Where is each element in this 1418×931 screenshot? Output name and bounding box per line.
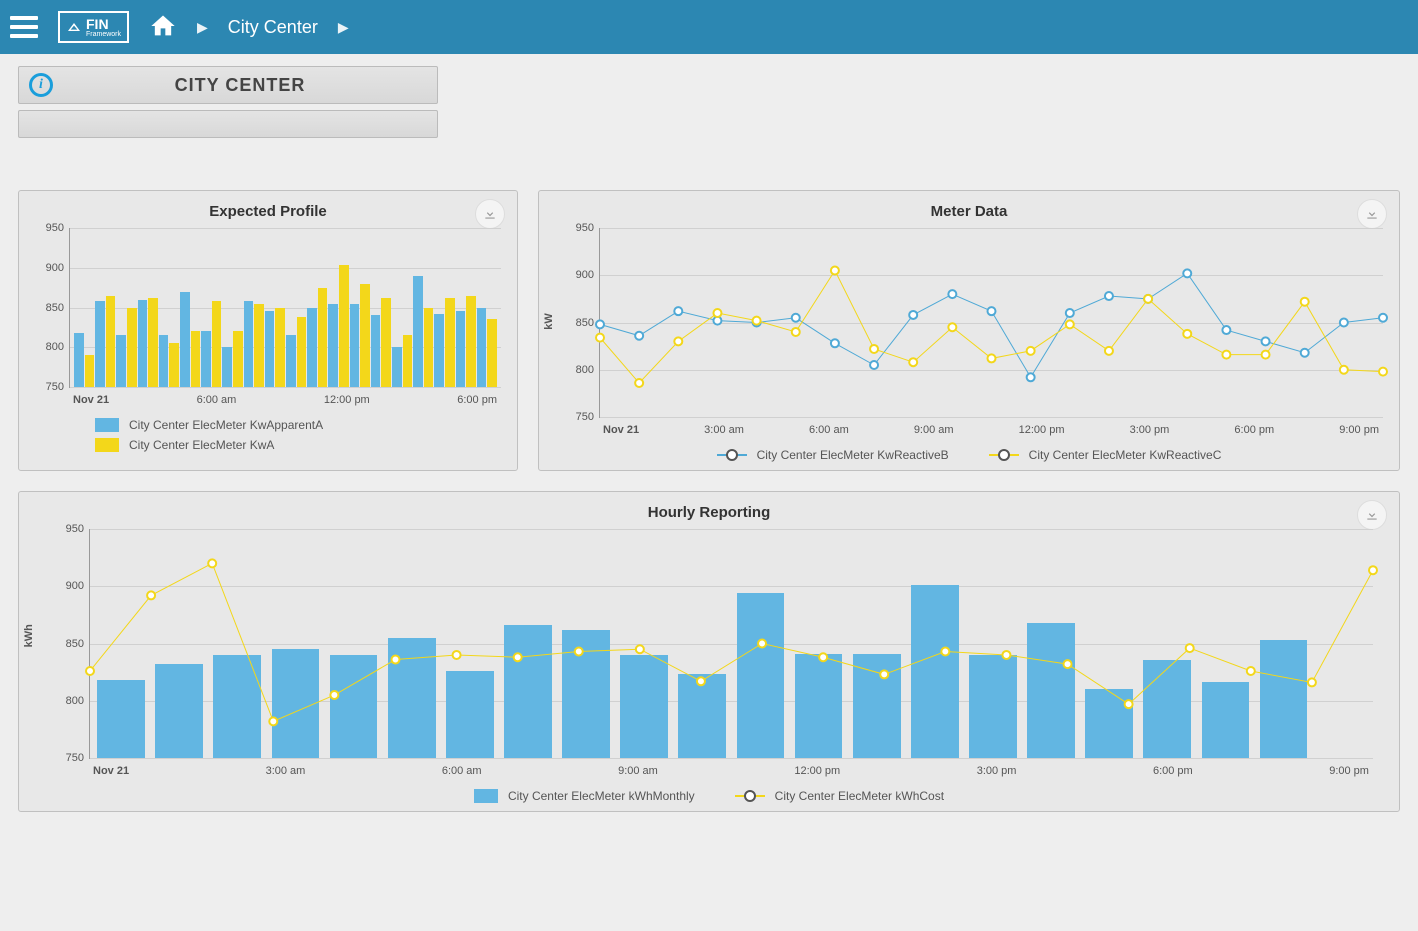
bar xyxy=(138,300,148,387)
bar xyxy=(148,298,158,387)
chart-plot: 750800850900950 xyxy=(89,529,1373,759)
bar xyxy=(445,298,455,387)
y-axis-label: kW xyxy=(543,313,555,330)
chart-title: Meter Data xyxy=(555,203,1383,220)
bar xyxy=(222,347,232,387)
download-icon[interactable] xyxy=(475,199,505,229)
chart-title: Expected Profile xyxy=(35,203,501,220)
bar xyxy=(106,296,116,387)
page-title: CITY CENTER xyxy=(53,75,427,96)
page-header: i CITY CENTER xyxy=(18,66,438,104)
bar xyxy=(233,331,243,387)
bar xyxy=(180,292,190,387)
bar xyxy=(328,304,338,387)
bar xyxy=(159,335,169,387)
legend-item[interactable]: .slf3d71a::after{border-color:#f3d71a}Ci… xyxy=(989,448,1222,462)
bar xyxy=(413,276,423,387)
legend-item[interactable]: City Center ElecMeter KwApparentA xyxy=(95,418,501,432)
panel-hourly-reporting: Hourly Reporting kWh 750800850900950 Nov… xyxy=(18,491,1400,812)
download-icon[interactable] xyxy=(1357,500,1387,530)
bar xyxy=(265,311,275,387)
bar xyxy=(201,331,211,387)
chart-title: Hourly Reporting xyxy=(35,504,1383,521)
bar xyxy=(371,315,381,387)
brand-name: FIN xyxy=(86,16,109,32)
chevron-right-icon: ▶ xyxy=(338,19,349,36)
bar xyxy=(275,308,285,388)
legend-item[interactable]: City Center ElecMeter kWhCost xyxy=(735,789,944,803)
bar xyxy=(191,331,201,387)
bar xyxy=(318,288,328,387)
legend-item[interactable]: .sl4fa9d6::after{border-color:#4fa9d6}Ci… xyxy=(717,448,949,462)
bar xyxy=(424,308,434,388)
x-axis: Nov 213:00 am6:00 am9:00 am12:00 pm3:00 … xyxy=(599,424,1383,436)
chart-legend: City Center ElecMeter KwApparentA City Ce… xyxy=(35,418,501,452)
bar xyxy=(307,308,317,388)
bar xyxy=(212,301,222,387)
bar xyxy=(286,335,296,387)
menu-icon[interactable] xyxy=(10,16,38,38)
chart-plot: 750800850900950 xyxy=(599,228,1383,418)
bar xyxy=(434,314,444,387)
panel-meter-data: Meter Data kW 750800850900950 Nov 213:00… xyxy=(538,190,1400,471)
bar xyxy=(392,347,402,387)
info-icon[interactable]: i xyxy=(29,73,53,97)
bar xyxy=(297,317,307,387)
bar xyxy=(169,343,179,387)
bar xyxy=(403,335,413,387)
bar xyxy=(360,284,370,387)
home-icon[interactable] xyxy=(149,12,177,43)
legend-item[interactable]: City Center ElecMeter kWhMonthly xyxy=(474,789,695,803)
chart-legend: .sl4fa9d6::after{border-color:#4fa9d6}Ci… xyxy=(555,448,1383,462)
download-icon[interactable] xyxy=(1357,199,1387,229)
bar xyxy=(74,333,84,387)
bar xyxy=(339,265,349,387)
bar xyxy=(350,304,360,387)
chevron-right-icon: ▶ xyxy=(197,19,208,36)
chart-plot: 750800850900950 xyxy=(69,228,501,388)
bar xyxy=(244,301,254,387)
bar xyxy=(85,355,95,387)
bar xyxy=(381,298,391,387)
bar xyxy=(466,296,476,387)
bar xyxy=(477,308,487,388)
bar xyxy=(116,335,126,387)
breadcrumb-item[interactable]: City Center xyxy=(228,17,318,38)
bar xyxy=(95,301,105,387)
y-axis-label: kWh xyxy=(23,624,35,647)
brand-logo[interactable]: FIN Framework xyxy=(58,11,129,43)
breadcrumb: ▶ City Center ▶ xyxy=(197,17,349,38)
bar xyxy=(127,308,137,388)
legend-item[interactable]: City Center ElecMeter KwA xyxy=(95,438,501,452)
x-axis: Nov 216:00 am12:00 pm6:00 pm xyxy=(69,394,501,406)
chart-legend: City Center ElecMeter kWhMonthly City Cen… xyxy=(35,789,1383,803)
bar xyxy=(254,304,264,387)
brand-sub: Framework xyxy=(86,32,121,38)
page-header-sub xyxy=(18,110,438,138)
top-bar: FIN Framework ▶ City Center ▶ xyxy=(0,0,1418,54)
page-header-area: i CITY CENTER xyxy=(0,54,1418,150)
x-axis: Nov 213:00 am6:00 am9:00 am12:00 pm3:00 … xyxy=(89,765,1373,777)
bar xyxy=(487,319,497,387)
panel-expected-profile: Expected Profile 750800850900950 Nov 216… xyxy=(18,190,518,471)
bar xyxy=(456,311,466,387)
